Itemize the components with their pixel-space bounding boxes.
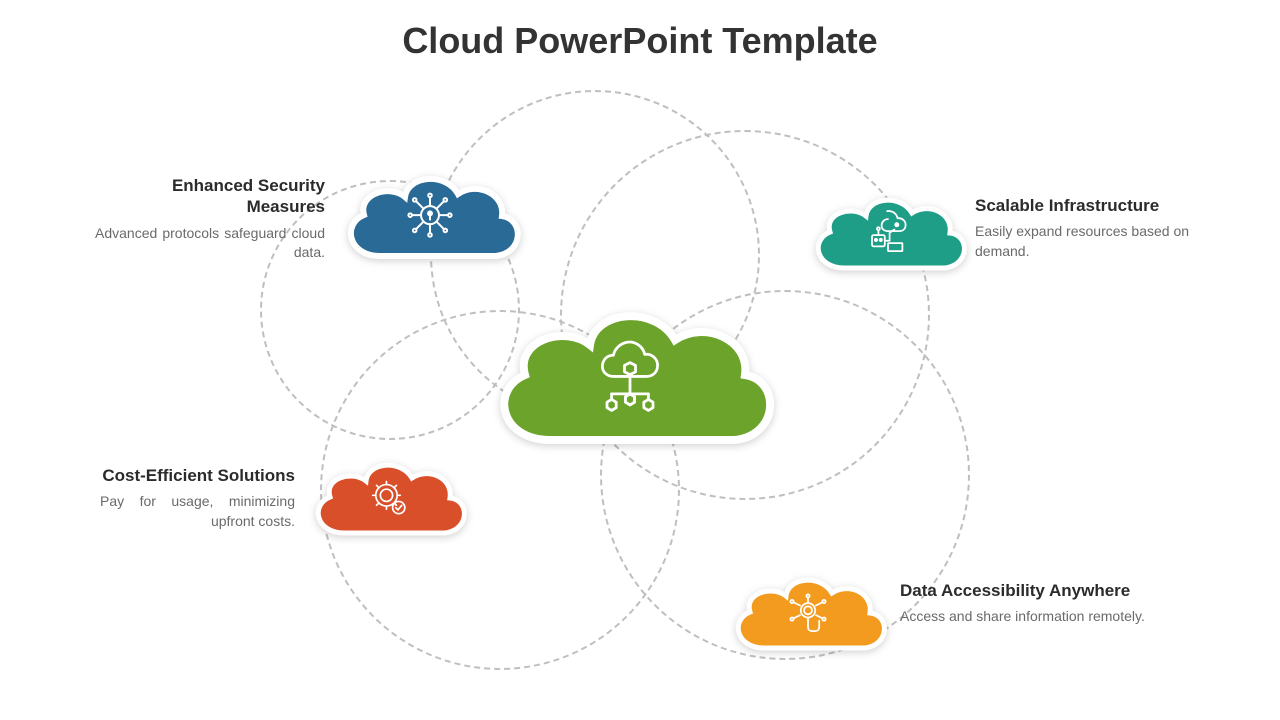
cloud-security (330, 150, 530, 275)
heading-access: Data Accessibility Anywhere (900, 580, 1150, 601)
body-access: Access and share information remotely. (900, 607, 1150, 627)
gear-check-icon (365, 474, 411, 520)
label-access: Data Accessibility Anywhere Access and s… (900, 580, 1150, 627)
touch-network-icon (784, 588, 832, 636)
label-scalable: Scalable Infrastructure Easily expand re… (975, 195, 1205, 261)
heading-security: Enhanced Security Measures (95, 175, 325, 218)
center-cloud (470, 270, 790, 470)
label-security: Enhanced Security Measures Advanced prot… (95, 175, 325, 263)
heading-scalable: Scalable Infrastructure (975, 195, 1205, 216)
body-scalable: Easily expand resources based on demand. (975, 222, 1205, 261)
cloud-cost (300, 440, 475, 550)
cloud-network-icon (584, 328, 676, 420)
heading-cost: Cost-Efficient Solutions (100, 465, 295, 486)
cloud-access (720, 555, 895, 665)
circuit-lock-icon (403, 188, 457, 242)
robot-cloud-icon (864, 208, 912, 256)
cloud-scalable (800, 175, 975, 285)
label-cost: Cost-Efficient Solutions Pay for usage, … (100, 465, 295, 531)
diagram-stage: Enhanced Security Measures Advanced prot… (0, 0, 1280, 720)
body-cost: Pay for usage, minimizing upfront costs. (100, 492, 295, 531)
body-security: Advanced protocols safeguard cloud data. (95, 224, 325, 263)
